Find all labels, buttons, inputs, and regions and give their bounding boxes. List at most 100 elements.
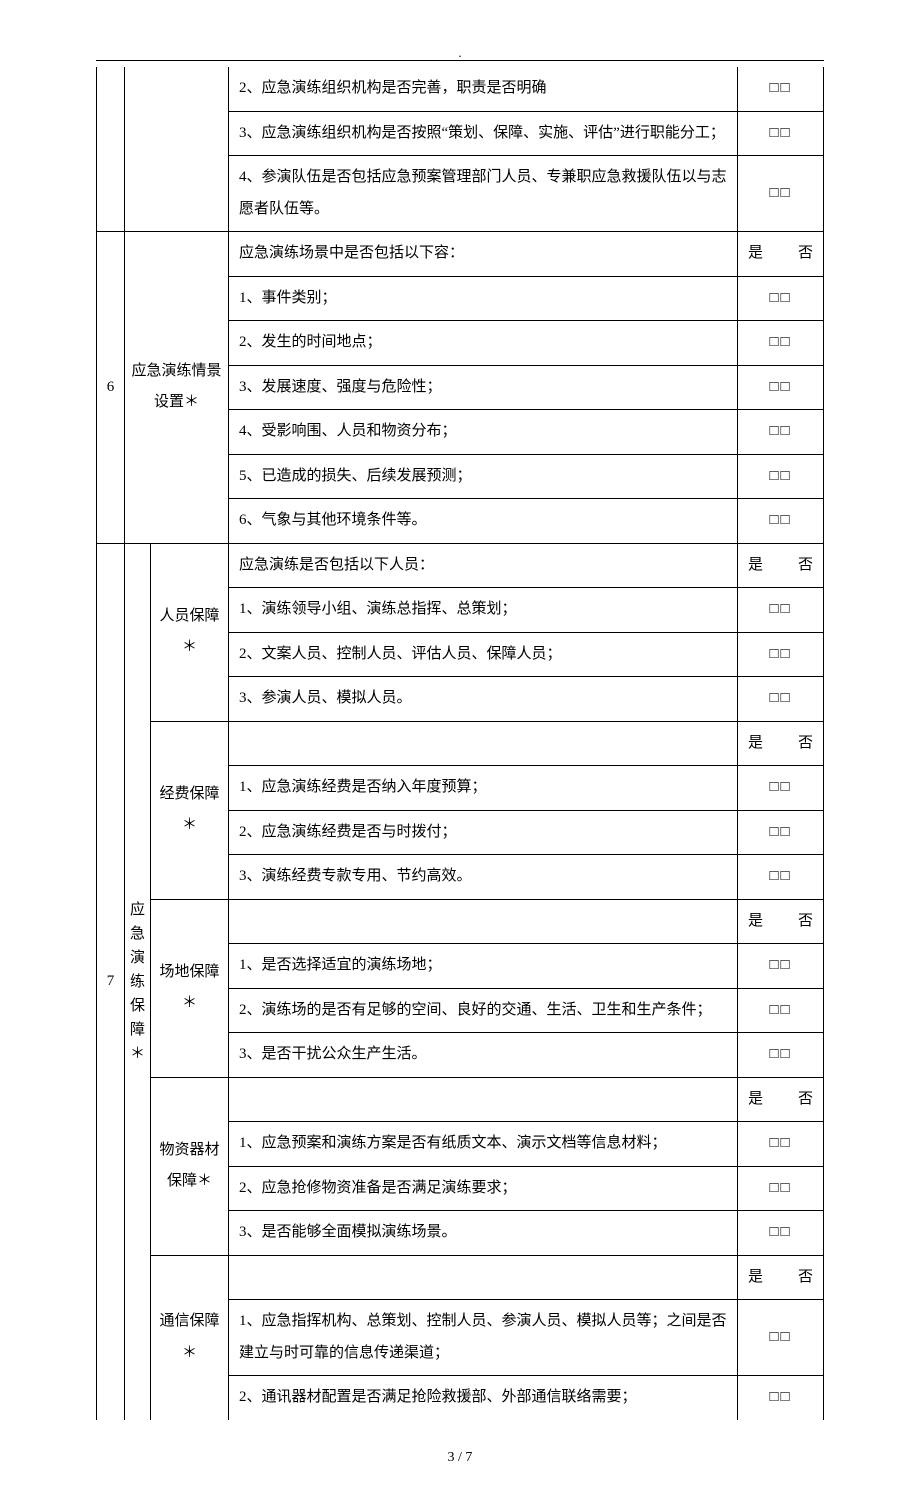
no-label: 否 xyxy=(798,1262,813,1294)
criteria-text: 3、应急演练组织机构是否按照“策划、保障、实施、评估”进行职能分工； xyxy=(239,118,731,150)
no-label: 否 xyxy=(798,906,813,938)
yes-label: 是 xyxy=(748,238,763,270)
no-label: 否 xyxy=(798,550,813,582)
checkbox-pair[interactable]: □□ xyxy=(769,957,791,973)
criteria-text: 2、应急演练经费是否与时拨付； xyxy=(239,817,731,849)
description-cell: 2、应急演练组织机构是否完善，职责是否明确 xyxy=(229,67,738,111)
checkbox-pair[interactable]: □□ xyxy=(769,601,791,617)
subcategory-title: 通信保障＊ xyxy=(159,1313,219,1361)
criteria-text: 2、应急演练组织机构是否完善，职责是否明确 xyxy=(239,73,731,105)
criteria-text: 4、受影响围、人员和物资分布； xyxy=(239,416,731,448)
checkbox-pair[interactable]: □□ xyxy=(769,334,791,350)
description-cell: 应急演练场景中是否包括以下容： xyxy=(229,232,738,277)
checkbox-pair[interactable]: □□ xyxy=(769,690,791,706)
checkbox-pair[interactable]: □□ xyxy=(769,779,791,795)
yes-no-header: 是 否 xyxy=(740,728,821,760)
yes-label: 是 xyxy=(748,1262,763,1294)
yes-no-header: 是 否 xyxy=(740,1262,821,1294)
row-category-cell xyxy=(125,67,229,111)
category-title: 应急演练保障＊ xyxy=(127,898,148,1066)
subcategory-title: 经费保障＊ xyxy=(159,786,219,834)
table-row: 2、应急演练组织机构是否完善，职责是否明确 □□ xyxy=(97,67,824,111)
criteria-text: 2、演练场的是否有足够的空间、良好的交通、生活、卫生和生产条件； xyxy=(239,995,731,1027)
top-dot: . xyxy=(458,45,461,61)
checkbox-pair[interactable]: □□ xyxy=(769,1135,791,1151)
criteria-text: 4、参演队伍是否包括应急预案管理部门人员、专兼职应急救援队伍以与志愿者队伍等。 xyxy=(239,162,731,225)
checkbox-pair[interactable]: □□ xyxy=(769,185,791,201)
checkbox-pair[interactable]: □□ xyxy=(769,125,791,141)
checkbox-pair[interactable]: □□ xyxy=(769,290,791,306)
table-row: 7 应急演练保障＊ 人员保障＊ 应急演练是否包括以下人员： 是 否 xyxy=(97,543,824,588)
checkbox-pair[interactable]: □□ xyxy=(769,1180,791,1196)
table-row: 3、应急演练组织机构是否按照“策划、保障、实施、评估”进行职能分工； □□ xyxy=(97,111,824,156)
checkbox-cell: □□ xyxy=(738,156,824,232)
criteria-text: 2、文案人员、控制人员、评估人员、保障人员； xyxy=(239,639,731,671)
criteria-text: 2、应急抢修物资准备是否满足演练要求； xyxy=(239,1173,731,1205)
checkbox-pair[interactable]: □□ xyxy=(769,423,791,439)
no-label: 否 xyxy=(798,1084,813,1116)
row-number: 6 xyxy=(107,379,115,395)
criteria-text: 1、演练领导小组、演练总指挥、总策划； xyxy=(239,594,731,626)
checkbox-cell: 是 否 xyxy=(738,232,824,277)
subcategory-cell: 经费保障＊ xyxy=(151,721,229,899)
checkbox-pair[interactable]: □□ xyxy=(769,379,791,395)
no-label: 否 xyxy=(798,238,813,270)
checkbox-cell: □□ xyxy=(738,67,824,111)
checkbox-pair[interactable]: □□ xyxy=(769,1329,791,1345)
subcategory-cell: 人员保障＊ xyxy=(151,543,229,721)
vertical-category-cell: 应急演练保障＊ xyxy=(125,543,151,1420)
yes-label: 是 xyxy=(748,728,763,760)
subcategory-title: 物资器材保障＊ xyxy=(159,1142,219,1190)
no-label: 否 xyxy=(798,728,813,760)
criteria-text: 1、事件类别； xyxy=(239,283,731,315)
checkbox-pair[interactable]: □□ xyxy=(769,1002,791,1018)
criteria-text: 6、气象与其他环境条件等。 xyxy=(239,505,731,537)
lead-text: 应急演练场景中是否包括以下容： xyxy=(239,238,731,270)
checkbox-pair[interactable]: □□ xyxy=(769,512,791,528)
lead-text: 应急演练是否包括以下人员： xyxy=(239,550,731,582)
criteria-text: 1、应急指挥机构、总策划、控制人员、参演人员、模拟人员等；之间是否建立与时可靠的… xyxy=(239,1306,731,1369)
criteria-text: 3、参演人员、模拟人员。 xyxy=(239,683,731,715)
yes-label: 是 xyxy=(748,550,763,582)
row-number-cell: 7 xyxy=(97,543,125,1420)
criteria-text: 3、发展速度、强度与危险性； xyxy=(239,372,731,404)
subcategory-cell: 通信保障＊ xyxy=(151,1255,229,1420)
yes-no-header: 是 否 xyxy=(740,906,821,938)
checkbox-pair[interactable]: □□ xyxy=(769,868,791,884)
criteria-text: 1、是否选择适宜的演练场地； xyxy=(239,950,731,982)
row-number: 7 xyxy=(107,973,115,989)
category-title: 应急演练情景设置＊ xyxy=(131,363,221,411)
criteria-text: 3、演练经费专款专用、节约高效。 xyxy=(239,861,731,893)
checkbox-pair[interactable]: □□ xyxy=(769,468,791,484)
page-number: 3 / 7 xyxy=(448,1450,473,1465)
row-number-cell xyxy=(97,67,125,111)
description-cell: 3、应急演练组织机构是否按照“策划、保障、实施、评估”进行职能分工； xyxy=(229,111,738,156)
page-top-rule: . xyxy=(96,60,824,61)
subcategory-title: 人员保障＊ xyxy=(159,608,219,656)
row-number-cell: 6 xyxy=(97,232,125,544)
criteria-text: 1、应急预案和演练方案是否有纸质文本、演示文档等信息材料； xyxy=(239,1128,731,1160)
subcategory-cell: 物资器材保障＊ xyxy=(151,1077,229,1255)
yes-no-header: 是 否 xyxy=(740,550,821,582)
page-footer: 3 / 7 xyxy=(96,1450,824,1466)
table-row: 6 应急演练情景设置＊ 应急演练场景中是否包括以下容： 是 否 xyxy=(97,232,824,277)
evaluation-table: 2、应急演练组织机构是否完善，职责是否明确 □□ 3、应急演练组织机构是否按照“… xyxy=(96,67,824,1420)
checkbox-pair[interactable]: □□ xyxy=(769,1224,791,1240)
checkbox-pair[interactable]: □□ xyxy=(769,1046,791,1062)
checkbox-pair[interactable]: □□ xyxy=(769,1389,791,1405)
criteria-text: 5、已造成的损失、后续发展预测； xyxy=(239,461,731,493)
yes-label: 是 xyxy=(748,1084,763,1116)
subcategory-cell: 场地保障＊ xyxy=(151,899,229,1077)
checkbox-cell: □□ xyxy=(738,111,824,156)
yes-label: 是 xyxy=(748,906,763,938)
criteria-text: 1、应急演练经费是否纳入年度预算； xyxy=(239,772,731,804)
checkbox-pair[interactable]: □□ xyxy=(769,80,791,96)
table-row: 4、参演队伍是否包括应急预案管理部门人员、专兼职应急救援队伍以与志愿者队伍等。 … xyxy=(97,156,824,232)
yes-no-header: 是 否 xyxy=(740,1084,821,1116)
yes-no-header: 是 否 xyxy=(740,238,821,270)
criteria-text: 3、是否能够全面模拟演练场景。 xyxy=(239,1217,731,1249)
criteria-text: 2、发生的时间地点； xyxy=(239,327,731,359)
description-cell: 4、参演队伍是否包括应急预案管理部门人员、专兼职应急救援队伍以与志愿者队伍等。 xyxy=(229,156,738,232)
checkbox-pair[interactable]: □□ xyxy=(769,824,791,840)
checkbox-pair[interactable]: □□ xyxy=(769,646,791,662)
